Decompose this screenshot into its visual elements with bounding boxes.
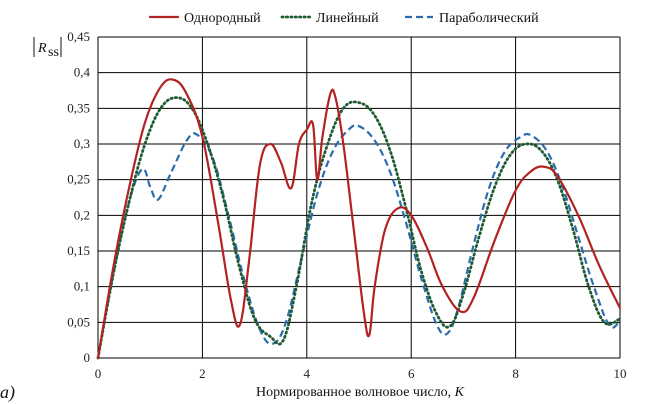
y-tick-label: 0,05 xyxy=(67,314,90,329)
series-line-3 xyxy=(96,124,621,359)
y-tick-label: 0,4 xyxy=(74,65,91,80)
y-axis-title: R ss xyxy=(33,37,62,60)
legend-label-1: Однородный xyxy=(184,11,261,26)
x-tick-label: 2 xyxy=(199,366,206,381)
y-tick-label: 0,15 xyxy=(67,243,90,258)
y-tick-labels: 0 0,05 0,1 0,15 0,2 0,25 0,3 0,35 0,4 0,45 xyxy=(67,29,90,365)
y-axis-title-sub: ss xyxy=(48,45,59,60)
y-axis-title-main: R xyxy=(37,41,47,56)
y-tick-label: 0,3 xyxy=(74,136,90,151)
y-tick-label: 0,2 xyxy=(74,207,90,222)
x-tick-label: 10 xyxy=(614,366,627,381)
x-tick-labels: 0 2 4 6 8 10 xyxy=(95,366,627,381)
legend-label-3: Параболический xyxy=(439,11,539,26)
x-tick-label: 8 xyxy=(512,366,519,381)
series-line-1 xyxy=(96,78,622,360)
x-axis-title: Нормированное волновое число, K xyxy=(256,385,465,400)
y-tick-label: 0,25 xyxy=(67,172,90,187)
y-tick-label: 0,35 xyxy=(67,100,90,115)
y-tick-label: 0,45 xyxy=(67,29,90,44)
panel-label: a) xyxy=(0,382,15,403)
legend-label-2: Линейный xyxy=(316,11,379,26)
series-line-2 xyxy=(96,96,622,360)
y-tick-label: 0,1 xyxy=(74,279,90,294)
series-group xyxy=(96,78,622,360)
legend: Однородный Линейный Параболический xyxy=(148,11,539,26)
grid xyxy=(97,36,621,359)
y-tick-label: 0 xyxy=(84,350,91,365)
x-tick-label: 4 xyxy=(304,366,311,381)
x-tick-label: 0 xyxy=(95,366,102,381)
x-tick-label: 6 xyxy=(408,366,415,381)
